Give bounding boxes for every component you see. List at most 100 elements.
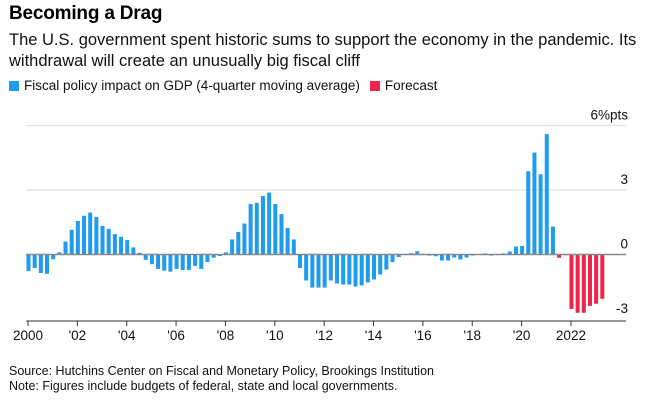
bar-fiscal-impact [94, 216, 99, 255]
x-tick-label: '02 [69, 328, 87, 343]
bar-fiscal-impact [316, 254, 321, 288]
bar-fiscal-impact [328, 254, 333, 281]
bar-fiscal-impact [88, 212, 93, 255]
y-tick-label: 0 [620, 237, 628, 252]
bar-fiscal-impact [365, 254, 370, 283]
bar-fiscal-impact [520, 245, 525, 255]
y-tick-label: -3 [616, 301, 628, 316]
bar-forecast [569, 254, 574, 309]
bar-forecast [557, 254, 562, 258]
bar-fiscal-impact [433, 254, 438, 257]
x-tick-label: '04 [118, 328, 136, 343]
bar-fiscal-impact [242, 223, 247, 255]
bar-fiscal-impact [45, 254, 50, 274]
bar-fiscal-impact [415, 251, 420, 255]
bar-fiscal-impact [390, 254, 395, 263]
footer: Source: Hutchins Center on Fiscal and Mo… [9, 364, 434, 394]
bar-fiscal-impact [279, 214, 284, 255]
legend-swatch-forecast [369, 80, 380, 91]
bar-fiscal-impact [156, 254, 161, 269]
bar-fiscal-impact [310, 254, 315, 288]
bar-fiscal-impact [38, 254, 43, 273]
bar-fiscal-impact [57, 252, 62, 255]
bar-fiscal-impact [396, 254, 401, 258]
bar-fiscal-impact [211, 254, 216, 258]
source-note: Source: Hutchins Center on Fiscal and Mo… [9, 364, 434, 378]
x-tick-label: '08 [217, 328, 235, 343]
bar-fiscal-impact [254, 202, 259, 255]
bar-fiscal-impact [526, 171, 531, 255]
bar-fiscal-impact [143, 254, 148, 260]
bar-fiscal-impact [180, 254, 185, 270]
bar-fiscal-impact [69, 229, 74, 255]
bar-fiscal-impact [32, 254, 37, 269]
bar-fiscal-impact [162, 254, 167, 271]
bar-fiscal-impact [125, 240, 130, 255]
bar-fiscal-impact [538, 174, 543, 255]
bar-fiscal-impact [273, 203, 278, 255]
bars [26, 134, 605, 313]
chart-title: Becoming a Drag [9, 3, 163, 24]
bar-fiscal-impact [285, 228, 290, 255]
bar-fiscal-impact [174, 254, 179, 269]
legend: Fiscal policy impact on GDP (4-quarter m… [9, 78, 447, 93]
legend-item-forecast: Forecast [369, 78, 438, 93]
x-tick-label: '18 [463, 328, 481, 343]
legend-item-fiscal-impact: Fiscal policy impact on GDP (4-quarter m… [9, 78, 360, 93]
bar-forecast [587, 254, 592, 306]
bar-fiscal-impact [291, 239, 296, 255]
bar-fiscal-impact [82, 215, 87, 255]
bar-fiscal-impact [186, 254, 191, 270]
bar-fiscal-impact [205, 254, 210, 263]
bar-fiscal-impact [149, 254, 154, 265]
legend-swatch-fiscal-impact [9, 80, 19, 91]
bar-fiscal-impact [168, 254, 173, 272]
bar-fiscal-impact [100, 225, 105, 255]
bar-fiscal-impact [372, 254, 377, 280]
bar-fiscal-impact [217, 254, 222, 257]
y-tick-label: 3 [620, 172, 628, 187]
gridlines [26, 124, 626, 191]
legend-label-fiscal-impact: Fiscal policy impact on GDP (4-quarter m… [24, 78, 360, 93]
bar-fiscal-impact [260, 196, 265, 255]
bar-fiscal-impact [532, 152, 537, 255]
bar-fiscal-impact [513, 246, 518, 255]
bar-fiscal-impact [347, 254, 352, 285]
x-tick-label: 2000 [13, 328, 43, 343]
x-axis: 2000 '02 '04 '06 '08 '10 '12 '14 '16 '18 '20 2022 [13, 320, 626, 343]
bar-fiscal-impact [119, 236, 124, 255]
bar-fiscal-impact [63, 241, 68, 255]
legend-label-forecast: Forecast [384, 78, 438, 93]
y-tick-label: 6%pts [590, 108, 628, 123]
x-tick-label: '16 [414, 328, 432, 343]
bar-fiscal-impact [378, 254, 383, 275]
chart-subtitle: The U.S. government spent historic sums … [9, 31, 637, 70]
bar-fiscal-impact [223, 252, 228, 255]
bar-fiscal-impact [452, 254, 457, 258]
bar-fiscal-impact [193, 254, 198, 266]
x-tick-label: '20 [513, 328, 531, 343]
bar-fiscal-impact [446, 254, 451, 261]
bar-fiscal-impact [439, 254, 444, 261]
bar-fiscal-impact [335, 254, 339, 284]
bar-forecast [600, 254, 605, 299]
bar-fiscal-impact [51, 254, 56, 260]
bar-fiscal-impact [75, 220, 80, 255]
bar-fiscal-impact [304, 254, 309, 281]
bar-fiscal-impact [353, 254, 358, 287]
bar-fiscal-impact [137, 252, 142, 255]
bar-fiscal-impact [550, 226, 555, 255]
figures-note: Note: Figures include budgets of federal… [9, 379, 398, 393]
x-tick-label: '10 [266, 328, 284, 343]
x-tick-label: '06 [167, 328, 185, 343]
bar-fiscal-impact [507, 251, 512, 255]
bar-forecast [581, 254, 586, 313]
bar-fiscal-impact [106, 228, 111, 255]
bar-fiscal-impact [230, 239, 235, 255]
bar-fiscal-impact [26, 254, 31, 272]
bar-fiscal-impact [297, 254, 302, 269]
x-tick-label: 2022 [556, 328, 586, 343]
bar-fiscal-impact [199, 254, 204, 269]
bar-fiscal-impact [267, 192, 272, 255]
